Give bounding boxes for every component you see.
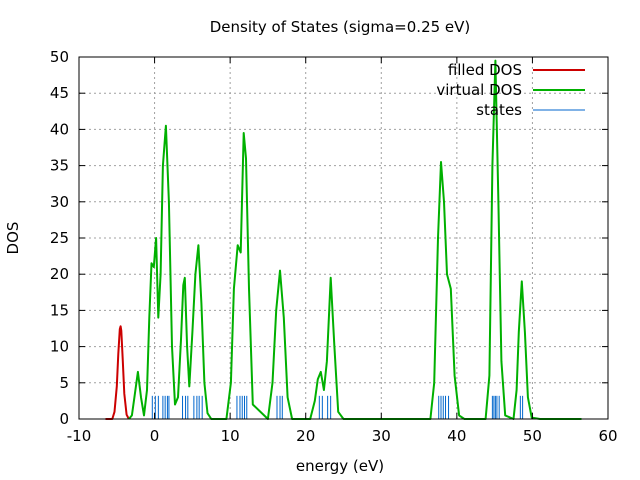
y-tick-label: 10 xyxy=(50,338,69,356)
chart-title: Density of States (sigma=0.25 eV) xyxy=(210,18,471,36)
y-tick-label: 40 xyxy=(50,120,69,138)
x-tick-label: 50 xyxy=(523,427,542,445)
y-tick-label: 30 xyxy=(50,193,69,211)
virtual-DOS-line xyxy=(128,59,582,420)
legend-label: virtual DOS xyxy=(436,81,522,99)
y-tick-label: 5 xyxy=(59,374,69,392)
x-tick-label: 20 xyxy=(296,427,315,445)
grid-lines xyxy=(79,57,608,419)
y-axis-label: DOS xyxy=(4,222,22,255)
x-axis-label: energy (eV) xyxy=(296,457,384,475)
series-layer xyxy=(105,59,582,420)
legend: filled DOS virtual DOS states xyxy=(436,61,585,119)
x-tick-label: 10 xyxy=(221,427,240,445)
x-tick-label: 40 xyxy=(447,427,466,445)
y-tick-label: 0 xyxy=(59,410,69,428)
x-tick-label: 30 xyxy=(372,427,391,445)
legend-label: filled DOS xyxy=(448,61,522,79)
y-tick-label: 50 xyxy=(50,48,69,66)
x-tick-label: -10 xyxy=(67,427,92,445)
x-tick-label: 60 xyxy=(598,427,617,445)
y-tick-label: 35 xyxy=(50,157,69,175)
y-tick-label: 45 xyxy=(50,84,69,102)
legend-label: states xyxy=(476,101,522,119)
filled-DOS-line xyxy=(105,325,130,420)
plot-frame xyxy=(78,56,609,420)
x-tick-label: 0 xyxy=(150,427,160,445)
y-tick-label: 20 xyxy=(50,265,69,283)
y-tick-label: 25 xyxy=(50,229,69,247)
y-tick-label: 15 xyxy=(50,301,69,319)
